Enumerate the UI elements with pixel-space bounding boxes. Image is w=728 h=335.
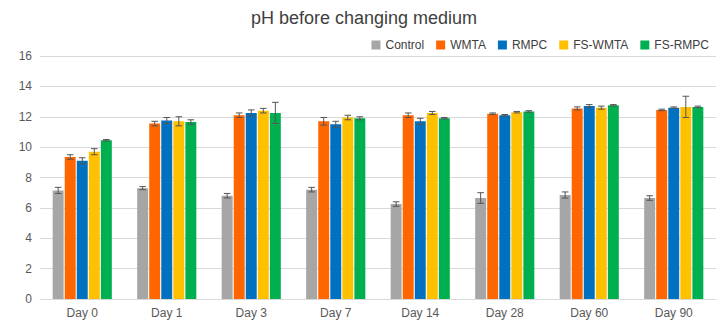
- svg-text:Day 14: Day 14: [401, 306, 439, 320]
- svg-text:4: 4: [25, 231, 32, 245]
- svg-text:Day 7: Day 7: [320, 306, 352, 320]
- svg-text:FS-WMTA: FS-WMTA: [573, 38, 628, 52]
- svg-text:WMTA: WMTA: [450, 38, 486, 52]
- svg-text:FS-RMPC: FS-RMPC: [654, 38, 709, 52]
- svg-text:12: 12: [19, 110, 33, 124]
- svg-text:RMPC: RMPC: [512, 38, 548, 52]
- svg-text:10: 10: [19, 140, 33, 154]
- svg-text:Day 60: Day 60: [570, 306, 608, 320]
- svg-text:Control: Control: [385, 38, 424, 52]
- svg-text:6: 6: [25, 201, 32, 215]
- svg-text:2: 2: [25, 262, 32, 276]
- svg-text:14: 14: [19, 79, 33, 93]
- svg-text:Day 3: Day 3: [236, 306, 268, 320]
- svg-text:pH before changing medium: pH before changing medium: [251, 8, 477, 28]
- svg-text:Day 1: Day 1: [151, 306, 183, 320]
- svg-text:Day 28: Day 28: [486, 306, 524, 320]
- svg-text:Day 90: Day 90: [655, 306, 693, 320]
- svg-text:16: 16: [19, 49, 33, 63]
- svg-text:8: 8: [25, 171, 32, 185]
- svg-text:Day 0: Day 0: [67, 306, 99, 320]
- svg-text:0: 0: [25, 292, 32, 306]
